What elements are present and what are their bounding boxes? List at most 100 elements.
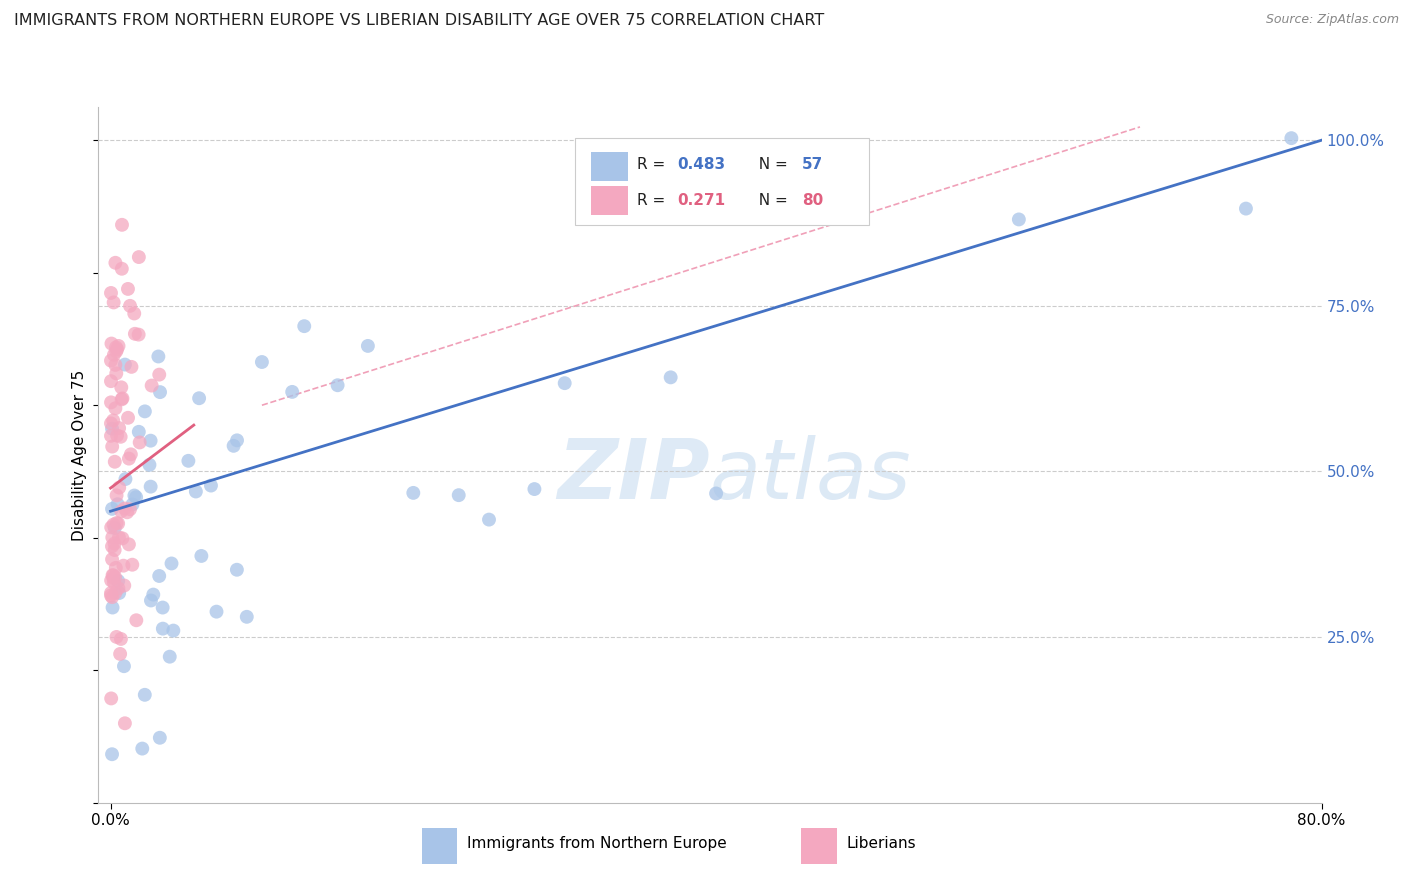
Text: 0.483: 0.483 (678, 157, 725, 172)
Point (114, 358, 136, 372)
Point (105, 630, 128, 644)
Point (101, 501, 124, 516)
Point (100, 586, 122, 600)
Point (124, 489, 146, 503)
Point (110, 504, 132, 518)
Point (118, 299, 141, 313)
Point (402, 486, 425, 500)
Text: atlas: atlas (710, 435, 911, 516)
Y-axis label: Disability Age Over 75: Disability Age Over 75 (72, 369, 87, 541)
Point (104, 358, 127, 372)
Point (704, 486, 727, 500)
Point (554, 376, 576, 391)
Point (108, 421, 131, 435)
Text: ZIP: ZIP (557, 435, 710, 516)
Text: R =: R = (637, 194, 669, 209)
Text: N =: N = (749, 194, 793, 209)
Text: Liberians: Liberians (846, 837, 917, 851)
Point (125, 613, 148, 627)
Point (447, 488, 470, 502)
Point (110, 380, 132, 394)
Point (100, 520, 122, 534)
Point (105, 344, 128, 359)
Point (122, 306, 145, 320)
Point (326, 378, 349, 392)
Point (111, 392, 134, 407)
Point (131, 741, 153, 756)
Point (105, 488, 128, 502)
Point (100, 589, 122, 603)
Point (100, 353, 122, 368)
Point (100, 285, 122, 300)
FancyBboxPatch shape (575, 138, 869, 226)
Point (105, 516, 128, 530)
Point (104, 401, 127, 416)
Bar (801, 828, 837, 863)
Point (103, 536, 125, 550)
Point (190, 549, 212, 563)
Point (103, 571, 125, 585)
Point (110, 632, 132, 646)
Point (148, 368, 170, 382)
Point (205, 605, 228, 619)
Bar (592, 153, 628, 181)
Point (118, 502, 141, 516)
Point (659, 370, 682, 384)
Point (357, 339, 380, 353)
Point (1279, 131, 1302, 145)
Point (101, 531, 124, 545)
Point (152, 622, 174, 636)
Point (114, 472, 136, 486)
Point (121, 498, 143, 512)
Point (111, 392, 134, 406)
Text: 57: 57 (801, 157, 823, 172)
Point (148, 569, 170, 583)
Point (104, 543, 127, 558)
Point (104, 586, 127, 600)
Bar (592, 186, 628, 215)
Point (117, 282, 139, 296)
Point (100, 429, 122, 443)
Point (101, 568, 124, 582)
Point (188, 391, 211, 405)
Point (292, 319, 315, 334)
Point (281, 384, 304, 399)
Point (120, 447, 142, 461)
Text: R =: R = (637, 157, 669, 172)
Point (152, 600, 174, 615)
Point (128, 250, 150, 264)
Point (105, 367, 128, 381)
Text: IMMIGRANTS FROM NORTHERN EUROPE VS LIBERIAN DISABILITY AGE OVER 75 CORRELATION C: IMMIGRANTS FROM NORTHERN EUROPE VS LIBER… (14, 13, 824, 29)
Point (523, 482, 546, 496)
Point (112, 578, 135, 592)
Point (107, 581, 129, 595)
Point (108, 586, 131, 600)
Point (112, 659, 135, 673)
Text: Immigrants from Northern Europe: Immigrants from Northern Europe (467, 837, 727, 851)
Point (121, 558, 143, 572)
Point (159, 649, 181, 664)
Point (101, 413, 124, 427)
Point (112, 558, 135, 573)
Text: 0.271: 0.271 (678, 194, 725, 209)
Point (149, 385, 172, 400)
Point (100, 374, 122, 388)
Bar (422, 828, 457, 863)
Point (105, 428, 128, 442)
Point (200, 478, 222, 492)
Point (107, 516, 129, 531)
Point (139, 480, 162, 494)
Point (1234, 202, 1257, 216)
Point (236, 609, 259, 624)
Point (101, 747, 124, 762)
Point (118, 451, 141, 466)
Point (103, 295, 125, 310)
Point (114, 501, 136, 516)
Point (104, 455, 127, 469)
Point (103, 348, 125, 362)
Point (222, 439, 245, 453)
Point (250, 355, 273, 369)
Point (104, 561, 127, 575)
Point (160, 557, 183, 571)
Point (101, 552, 124, 566)
